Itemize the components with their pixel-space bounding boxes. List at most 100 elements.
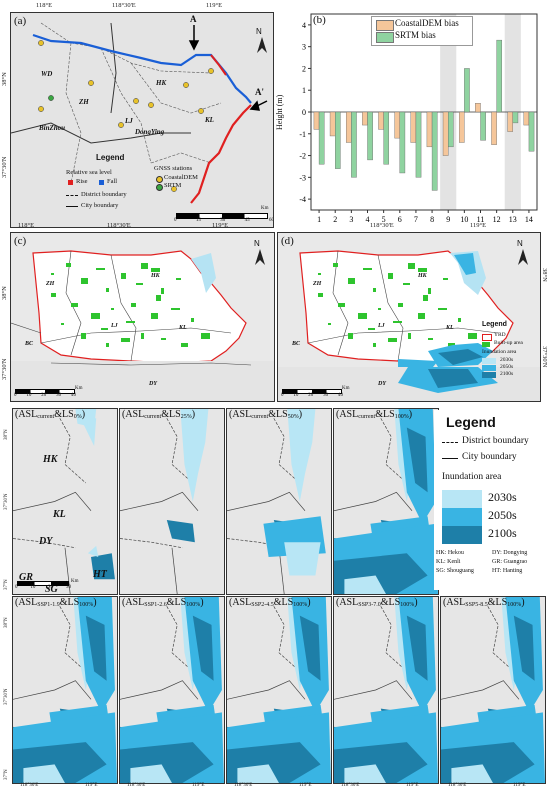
place-hk: HK: [156, 79, 167, 87]
coastaldem-bar: [523, 111, 530, 126]
built-up-patch: [393, 321, 402, 323]
place-label: KL: [53, 509, 66, 520]
built-up-patch: [373, 343, 376, 347]
y-tick-label: 3: [302, 43, 306, 52]
abbrev-item: KL: Kenli: [436, 559, 461, 565]
y-tick-label: 1: [302, 86, 306, 95]
rise-swatch: [68, 180, 73, 185]
scenario-title: (ASLcurrent&LS0%): [15, 409, 86, 420]
scenario-map: (ASLSSP1-2.6&LS100%): [119, 596, 225, 784]
scenario-title: (ASLcurrent&LS50%): [229, 409, 303, 420]
place-wd: WD: [41, 70, 53, 78]
bottom-tick: 119°E: [406, 783, 419, 788]
big-legend-inundation: Inundation area: [442, 472, 502, 482]
built-up-patch: [428, 288, 431, 294]
y2050-swatch-d: [482, 365, 496, 371]
bottom-tick: 119°E: [513, 783, 526, 788]
big-y2100-swatch: [442, 526, 482, 544]
legend-city: City boundary: [81, 202, 119, 209]
district-line-swatch: [66, 195, 78, 196]
x-tick-label: 5: [382, 215, 386, 224]
y-tick-label: -4: [299, 195, 306, 204]
scenario-map-svg: [334, 409, 438, 594]
x-tick-label: 13: [509, 215, 517, 224]
place-d-lj: LJ: [378, 323, 385, 329]
legend-srtm: SRTM: [164, 182, 182, 189]
legend-d-2030: 2030s: [500, 357, 514, 363]
srtm-bar: [448, 111, 454, 148]
srtm-bar: [335, 111, 341, 169]
legend-district: District boundary: [81, 191, 127, 198]
place-d-zh: ZH: [313, 281, 322, 287]
legend-d-inundation: Inundation area: [482, 349, 517, 355]
yrd-boundary-c: [32, 250, 247, 364]
left-tick: 38°N: [4, 429, 9, 440]
abbrev-item: DY: Dongying: [492, 550, 528, 556]
built-up-patch: [81, 333, 86, 339]
place-d-dy: DY: [378, 381, 386, 387]
srtm-bar: [383, 111, 390, 165]
built-up-patch: [141, 333, 144, 339]
tick-d-119e: 119°E: [470, 222, 487, 229]
built-up-patch: [448, 343, 455, 347]
coastaldem-bar: [426, 111, 433, 148]
built-up-patch: [348, 333, 353, 339]
built-up-patch: [121, 338, 130, 342]
scenario-title: (ASLSSP1-1.9&LS100%): [15, 597, 97, 608]
scenario-map: (ASLSSP5-8.5&LS100%): [440, 596, 546, 784]
inundation-area: [344, 575, 386, 594]
scale-unit-c: Km: [75, 386, 83, 391]
x-tick-label: 3: [349, 215, 353, 224]
city-line-swatch: [66, 206, 78, 207]
big-legend-city: City boundary: [462, 452, 517, 462]
tick-119e: 119°E: [206, 2, 223, 9]
scenario-map: (ASLcurrent&LS100%): [333, 408, 439, 595]
bottom-tick: 118°30'E: [341, 783, 360, 788]
place-label: SG: [45, 584, 58, 595]
bottom-tick: 119°E: [299, 783, 312, 788]
srtm-bar: [528, 111, 535, 152]
inundation-area: [166, 520, 195, 543]
srtm-bar: [431, 111, 438, 191]
place-c-dy: DY: [149, 381, 157, 387]
built-up-patch: [51, 293, 56, 297]
inundation-area: [80, 418, 97, 446]
scenario-map-svg: [227, 597, 331, 783]
built-up-patch: [171, 308, 180, 310]
bottom-tick: 118°30'E: [234, 783, 253, 788]
legend-fall: Fall: [107, 178, 118, 185]
inundation-area: [130, 764, 172, 783]
scale-bar-d: [282, 389, 342, 394]
legend-d-2050: 2050s: [500, 364, 514, 370]
y2030-swatch-d: [482, 358, 496, 364]
place-c-lj: LJ: [111, 323, 118, 329]
small-scale-bar: [17, 581, 69, 586]
left-tick: 38°N: [4, 617, 9, 628]
big-legend-2050: 2050s: [488, 508, 517, 522]
panel-d-label: (d): [281, 235, 294, 247]
built-up-patch: [328, 323, 331, 325]
built-up-patch: [191, 318, 194, 322]
legend-d-2100: 2100s: [500, 371, 514, 377]
srtm-bar: [318, 111, 325, 165]
inundation-area: [287, 409, 316, 502]
built-up-patch: [161, 338, 166, 340]
built-up-patch: [131, 303, 136, 307]
left-tick: 37°N: [4, 579, 9, 590]
built-up-patch: [121, 273, 126, 279]
srtm-bar: [496, 39, 503, 113]
scenario-map-svg: [227, 409, 326, 594]
scenario-map-svg: [441, 597, 545, 783]
x-tick-label: 11: [477, 215, 485, 224]
bottom-tick: 118°30'E: [448, 783, 467, 788]
srtm-bar: [367, 111, 373, 161]
x-tick-label: 9: [446, 215, 450, 224]
coastaldem-bar: [329, 111, 336, 137]
scale-unit-d: Km: [342, 386, 350, 391]
built-up-patch: [91, 313, 100, 319]
place-label: HK: [43, 454, 58, 465]
built-up-patch: [408, 263, 415, 269]
inundation-area: [284, 542, 321, 576]
map-panel-c: (c) ZH HK LJ KL BC DY N 0 10 20 30 40 Km: [10, 232, 275, 402]
place-lj: LJ: [125, 117, 133, 125]
